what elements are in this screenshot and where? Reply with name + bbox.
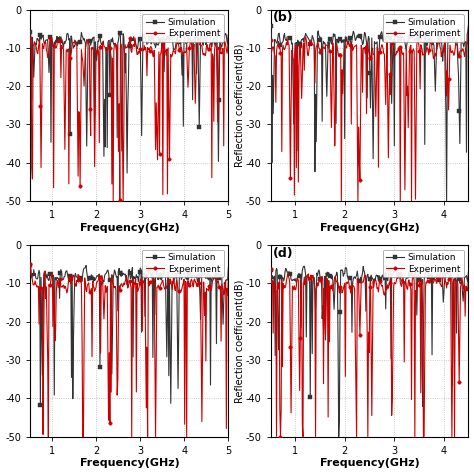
Simulation: [146, 268, 152, 274]
Simulation: [195, 279, 201, 285]
Simulation: [444, 198, 449, 204]
Simulation: [226, 264, 231, 270]
Experiment: [268, 266, 273, 272]
Simulation: [195, 32, 201, 37]
Legend: Simulation, Experiment: Simulation, Experiment: [143, 250, 224, 277]
Simulation: [435, 44, 440, 49]
Simulation: [146, 40, 151, 46]
Experiment: [146, 46, 152, 52]
Simulation: [268, 23, 273, 29]
Simulation: [448, 272, 454, 278]
Simulation: [37, 402, 43, 408]
Experiment: [146, 46, 151, 52]
Text: (d): (d): [273, 247, 293, 260]
Experiment: [27, 35, 33, 40]
Experiment: [28, 273, 34, 278]
Legend: Simulation, Experiment: Simulation, Experiment: [143, 14, 224, 42]
Simulation: [465, 268, 471, 274]
Experiment: [268, 281, 274, 286]
Line: Experiment: Experiment: [29, 34, 230, 203]
Simulation: [28, 38, 34, 44]
Legend: Simulation, Experiment: Simulation, Experiment: [383, 250, 464, 277]
Simulation: [226, 32, 231, 38]
Experiment: [268, 51, 274, 57]
Simulation: [465, 22, 471, 28]
Experiment: [146, 276, 151, 282]
Experiment: [208, 41, 213, 46]
Experiment: [390, 393, 395, 399]
Experiment: [110, 198, 116, 204]
Simulation: [124, 170, 130, 176]
X-axis label: Frequency(GHz): Frequency(GHz): [80, 458, 179, 468]
Experiment: [386, 282, 392, 288]
Experiment: [385, 155, 391, 161]
Simulation: [387, 265, 392, 271]
Line: Experiment: Experiment: [29, 262, 230, 438]
Experiment: [435, 37, 441, 43]
Simulation: [146, 38, 152, 44]
Experiment: [338, 198, 344, 204]
Experiment: [465, 272, 471, 277]
Line: Simulation: Simulation: [29, 264, 230, 407]
Line: Experiment: Experiment: [269, 26, 470, 203]
Simulation: [389, 100, 394, 106]
Simulation: [208, 382, 213, 388]
Simulation: [448, 36, 454, 41]
Simulation: [268, 267, 273, 273]
Experiment: [465, 25, 471, 30]
Simulation: [149, 36, 155, 42]
Simulation: [146, 271, 151, 276]
Simulation: [268, 275, 274, 281]
Simulation: [27, 29, 33, 35]
Experiment: [390, 42, 395, 48]
Experiment: [226, 276, 231, 282]
Experiment: [46, 434, 51, 439]
Simulation: [336, 434, 342, 439]
Experiment: [386, 102, 392, 108]
Experiment: [226, 32, 231, 38]
Simulation: [390, 271, 396, 277]
Experiment: [195, 37, 201, 43]
Legend: Simulation, Experiment: Simulation, Experiment: [383, 14, 464, 42]
Experiment: [385, 285, 391, 291]
Experiment: [435, 271, 441, 277]
Y-axis label: Reflection coefficient(dB): Reflection coefficient(dB): [234, 44, 244, 167]
Simulation: [206, 28, 211, 34]
Simulation: [385, 34, 391, 40]
Experiment: [27, 261, 33, 266]
Experiment: [28, 50, 34, 55]
Experiment: [149, 278, 155, 284]
X-axis label: Frequency(GHz): Frequency(GHz): [319, 223, 419, 233]
Experiment: [268, 37, 273, 43]
Line: Simulation: Simulation: [269, 24, 470, 203]
Experiment: [448, 46, 454, 52]
Experiment: [448, 273, 454, 279]
Y-axis label: Reflection coefficient(dB): Reflection coefficient(dB): [234, 279, 244, 402]
Experiment: [149, 48, 155, 54]
Experiment: [208, 288, 213, 293]
Simulation: [301, 264, 307, 269]
Simulation: [28, 272, 34, 277]
Simulation: [27, 263, 33, 268]
Simulation: [268, 31, 274, 36]
Line: Simulation: Simulation: [269, 264, 470, 438]
X-axis label: Frequency(GHz): Frequency(GHz): [319, 458, 419, 468]
Line: Experiment: Experiment: [269, 267, 470, 438]
Line: Simulation: Simulation: [29, 30, 230, 175]
Experiment: [195, 284, 201, 290]
Experiment: [278, 434, 283, 439]
Simulation: [385, 32, 391, 38]
Simulation: [436, 277, 441, 283]
Simulation: [208, 40, 214, 46]
Simulation: [149, 270, 155, 275]
X-axis label: Frequency(GHz): Frequency(GHz): [80, 223, 179, 233]
Experiment: [146, 283, 152, 289]
Simulation: [386, 268, 392, 274]
Text: (b): (b): [273, 11, 293, 25]
